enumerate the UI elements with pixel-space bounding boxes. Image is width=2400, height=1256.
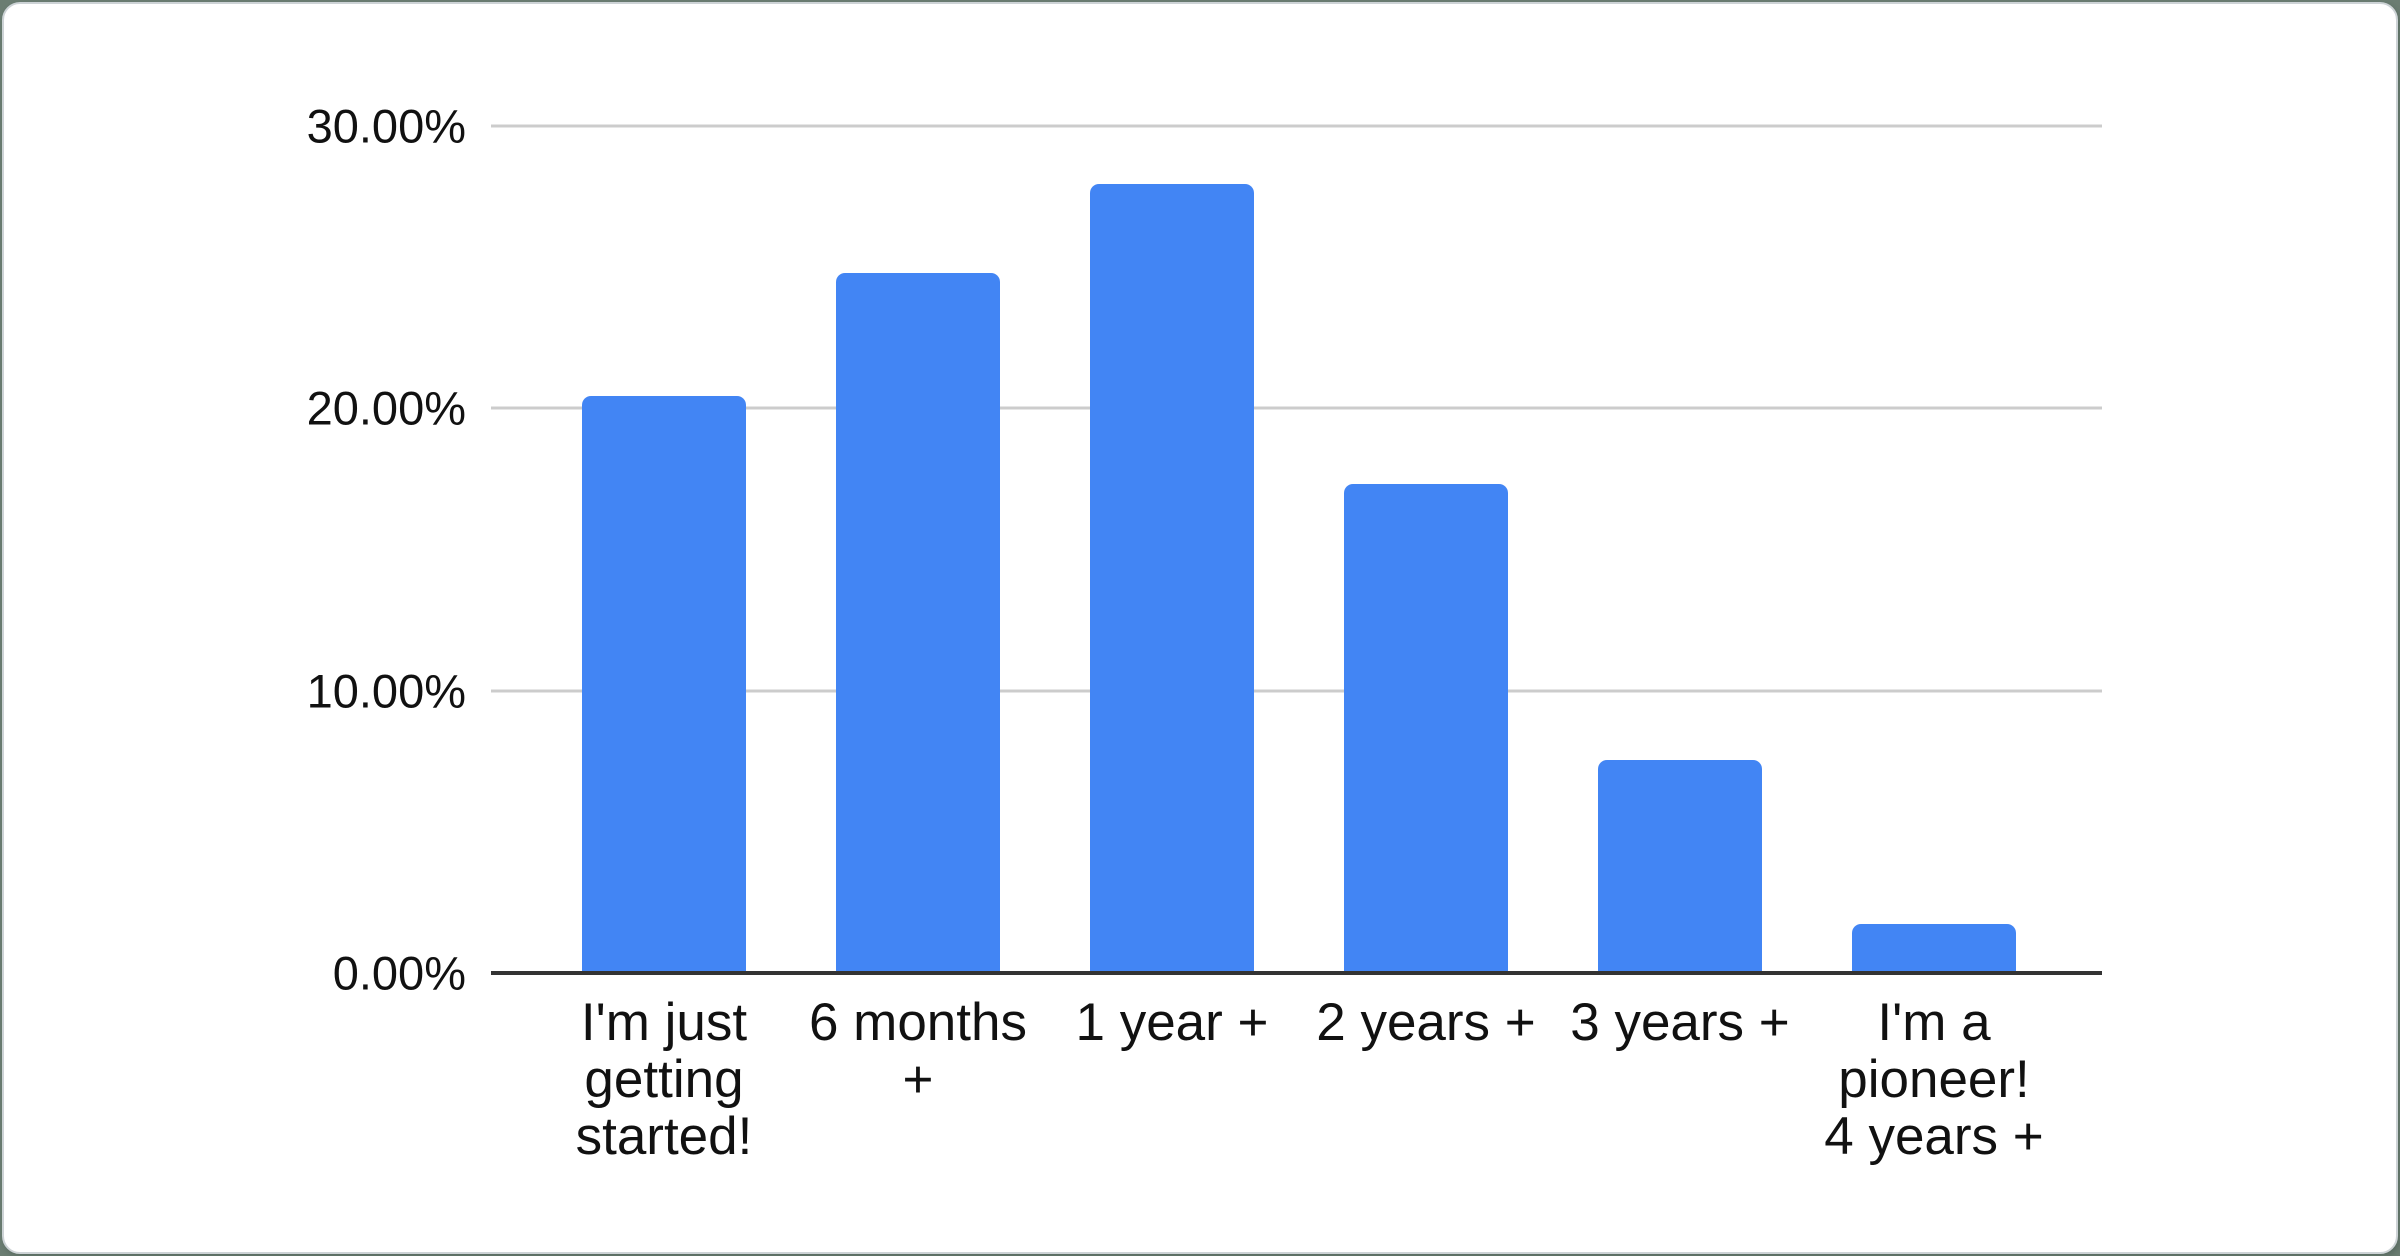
category-band <box>537 126 791 973</box>
x-category-label: 2 years + <box>1316 993 1536 1052</box>
gridline-10 <box>491 689 2102 693</box>
bar-5 <box>1598 760 1762 973</box>
bar-2 <box>836 272 1000 973</box>
bars-layer <box>537 126 2061 973</box>
gridline-20 <box>491 406 2102 410</box>
plot-area <box>491 124 2102 975</box>
x-category-label: I'm a pioneer! 4 years + <box>1824 993 2044 1166</box>
category-band <box>1553 126 1807 973</box>
y-tick-label: 20.00% <box>306 381 466 435</box>
x-category-label: I'm just getting started! <box>575 993 753 1166</box>
category-band <box>1045 126 1299 973</box>
x-category-label: 3 years + <box>1570 993 1790 1052</box>
x-category-label: 1 year + <box>1075 993 1269 1052</box>
category-band <box>791 126 1045 973</box>
bar-1 <box>582 396 746 973</box>
category-band <box>1299 126 1553 973</box>
bar-3 <box>1090 183 1254 973</box>
bar-6 <box>1852 924 2016 973</box>
x-category-label: 6 months + <box>808 993 1027 1109</box>
category-band <box>1807 126 2061 973</box>
y-tick-label: 10.00% <box>306 664 466 718</box>
gridline-30 <box>491 124 2102 128</box>
y-axis-labels: 30.00% 20.00% 10.00% 0.00% <box>4 100 466 1000</box>
bar-4 <box>1344 484 1508 973</box>
x-axis-labels: I'm just getting started! 6 months + 1 yea… <box>537 994 2061 1165</box>
y-tick-label: 30.00% <box>306 99 466 153</box>
y-tick-label: 0.00% <box>332 946 466 1000</box>
x-axis-line <box>491 971 2102 975</box>
